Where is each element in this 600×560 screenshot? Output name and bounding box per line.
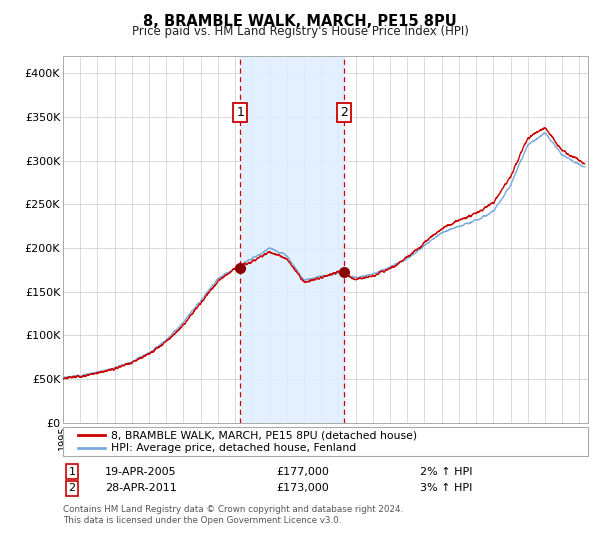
Bar bbox=[240, 56, 344, 423]
Text: 2: 2 bbox=[340, 106, 348, 119]
Text: 19-APR-2005: 19-APR-2005 bbox=[105, 466, 176, 477]
Text: £177,000: £177,000 bbox=[276, 466, 329, 477]
Text: Price paid vs. HM Land Registry's House Price Index (HPI): Price paid vs. HM Land Registry's House … bbox=[131, 25, 469, 38]
Text: 8, BRAMBLE WALK, MARCH, PE15 8PU (detached house): 8, BRAMBLE WALK, MARCH, PE15 8PU (detach… bbox=[111, 431, 417, 440]
Text: 8, BRAMBLE WALK, MARCH, PE15 8PU: 8, BRAMBLE WALK, MARCH, PE15 8PU bbox=[143, 14, 457, 29]
Text: 1: 1 bbox=[236, 106, 244, 119]
Text: 3% ↑ HPI: 3% ↑ HPI bbox=[420, 483, 472, 493]
Text: 1: 1 bbox=[68, 466, 76, 477]
Text: £173,000: £173,000 bbox=[276, 483, 329, 493]
Text: 2: 2 bbox=[68, 483, 76, 493]
Text: 2% ↑ HPI: 2% ↑ HPI bbox=[420, 466, 473, 477]
Text: 28-APR-2011: 28-APR-2011 bbox=[105, 483, 177, 493]
Text: HPI: Average price, detached house, Fenland: HPI: Average price, detached house, Fenl… bbox=[111, 444, 356, 453]
Text: Contains HM Land Registry data © Crown copyright and database right 2024.
This d: Contains HM Land Registry data © Crown c… bbox=[63, 505, 403, 525]
